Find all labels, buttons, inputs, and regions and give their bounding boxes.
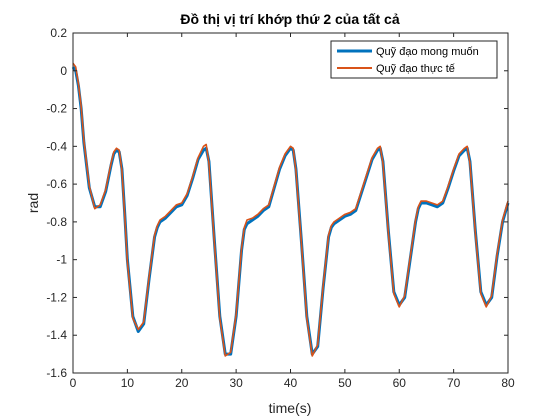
x-tick-label: 20 — [175, 376, 189, 390]
x-tick-label: 50 — [338, 376, 352, 390]
y-tick-label: -1.2 — [46, 290, 67, 304]
x-tick-label: 10 — [121, 376, 135, 390]
legend-box — [330, 40, 498, 79]
legend: Quỹ đạo mong muốn Quỹ đạo thực tế — [330, 40, 498, 79]
y-tick-label: -0.4 — [46, 139, 67, 153]
chart-title: Đồ thị vị trí khớp thứ 2 của tất cả — [180, 11, 399, 27]
y-tick-label: -1 — [56, 253, 67, 267]
x-tick-label: 30 — [229, 376, 243, 390]
series-layer — [71, 62, 510, 357]
x-tick-label: 70 — [447, 376, 461, 390]
y-tick-label: 0.2 — [50, 26, 67, 40]
ticks-layer: 0 10 20 30 40 50 60 70 80 0.2 0 -0.2 -0.4 -0.6 -0.8 -1 -… — [46, 26, 515, 390]
y-tick-label: -1.4 — [46, 328, 67, 342]
legend-label-actual: Quỹ đạo thực tế — [376, 63, 455, 75]
y-tick-label: -0.8 — [46, 215, 67, 229]
x-tick-label: 40 — [284, 376, 298, 390]
axes-box — [72, 32, 509, 374]
x-tick-label: 60 — [393, 376, 407, 390]
y-tick-label: -1.6 — [46, 366, 67, 380]
x-axis-label: time(s) — [269, 400, 312, 416]
y-axis-label: rad — [25, 193, 41, 213]
y-tick-label: -0.2 — [46, 102, 67, 116]
series-line-actual — [72, 62, 509, 357]
legend-label-desired: Quỹ đạo mong muốn — [376, 46, 479, 58]
x-tick-label: 0 — [70, 376, 77, 390]
x-tick-label: 80 — [501, 376, 515, 390]
y-tick-label: 0 — [60, 64, 67, 78]
y-tick-label: -0.6 — [46, 177, 67, 191]
